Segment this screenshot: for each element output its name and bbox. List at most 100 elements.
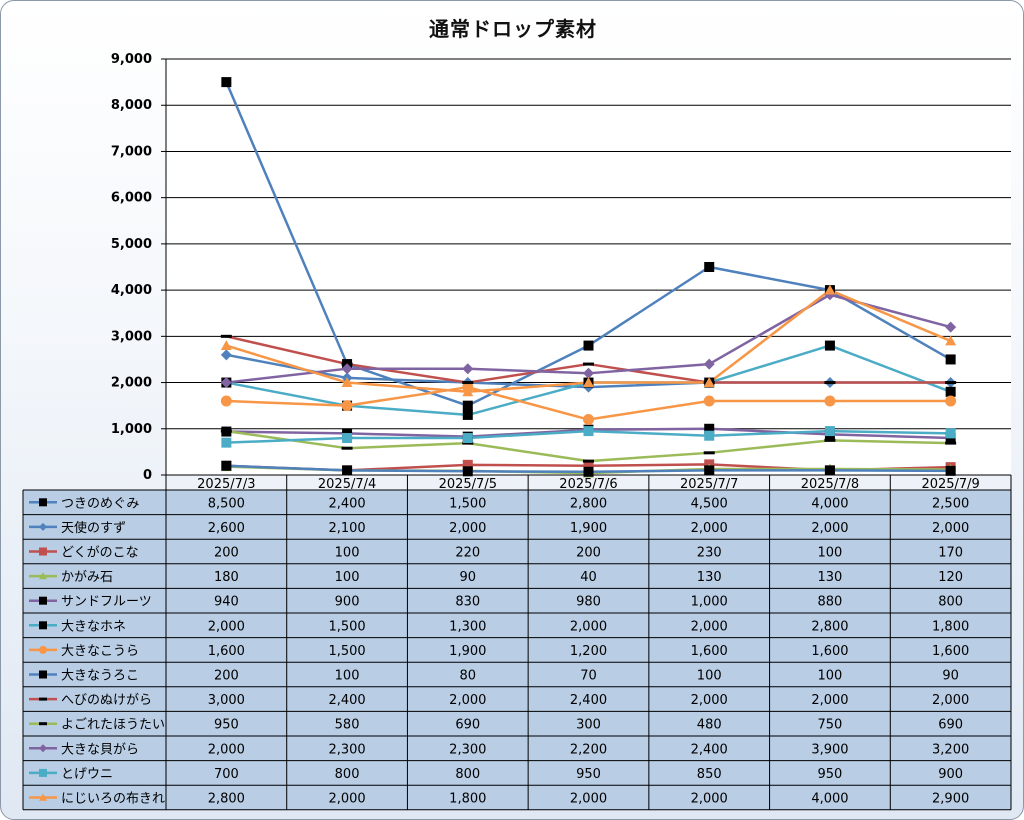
table-cell-value: 200 [576,546,601,561]
data-point [39,572,47,580]
table-cell-value: 170 [938,546,963,561]
table-cell-value: 2,000 [811,693,848,708]
table-cell-value: 8,500 [208,496,245,511]
data-point [945,335,957,346]
table-cell-value: 90 [460,570,477,585]
series-name: どくがのこな [61,546,139,561]
table-cell-value: 200 [214,546,239,561]
table-cell-value: 800 [335,767,360,782]
y-tick-label: 1,000 [111,422,152,437]
table-cell-value: 2,000 [208,619,245,634]
table-cell-value: 3,000 [208,693,245,708]
series-name: へびのぬけがら [61,693,152,708]
series-name: サンドフルーツ [61,595,152,610]
table-cell-value: 480 [697,718,722,733]
table-cell-value: 1,800 [449,792,486,807]
data-point [462,381,474,385]
data-point [583,466,594,477]
data-point [945,395,957,407]
table-cell-value: 1,000 [691,595,728,610]
data-point [39,768,47,777]
data-point [462,386,474,397]
table-cell-value: 950 [576,767,601,782]
x-tick-label: 2025/7/7 [680,477,738,492]
x-tick-label: 2025/7/9 [921,477,979,492]
chart-title: 通常ドロップ素材 [429,17,597,41]
data-point [39,670,47,679]
y-tick-label: 3,000 [111,329,152,344]
data-point [945,321,957,333]
table-cell-value: 100 [697,669,722,684]
table-cell-value: 950 [214,718,239,733]
table-cell-value: 100 [818,546,843,561]
y-tick-label: 7,000 [111,144,152,159]
table-cell-value: 120 [938,570,963,585]
data-point [462,433,473,444]
table-cell-value: 4,500 [691,496,728,511]
series-name: よごれたほうたい [61,717,165,733]
table-cell-value: 830 [455,595,480,610]
table-cell-value: 230 [697,546,722,561]
data-point [945,428,956,439]
data-point [945,354,956,365]
table-cell-value: 2,300 [449,742,486,757]
data-point [462,409,473,420]
table-cell-value: 1,900 [449,644,486,659]
data-point [824,284,836,295]
data-point [703,358,715,370]
table-cell-value: 2,600 [208,521,245,536]
data-point [221,77,232,88]
table-cell-value: 940 [214,595,239,610]
table-cell-value: 1,200 [570,644,607,659]
data-point [39,596,47,605]
table-cell-value: 80 [460,669,477,684]
table-cell-value: 950 [818,767,843,782]
table-cell-value: 900 [335,595,360,610]
data-point [704,262,715,272]
table-cell-value: 690 [938,718,963,733]
table-cell-value: 700 [214,767,239,782]
data-point [704,430,715,441]
data-point [341,446,353,450]
plot-area [166,59,1011,475]
table-cell-value: 850 [697,767,722,782]
table-cell-value: 1,500 [328,644,365,659]
table-cell-value: 2,000 [932,521,969,536]
table-cell-value: 900 [938,767,963,782]
table-cell-value: 1,500 [449,496,486,511]
data-point [39,498,47,507]
table-cell-value: 70 [580,669,597,684]
table-cell-value: 1,600 [932,644,969,659]
y-tick-label: 6,000 [111,191,152,206]
series-name: かがみ石 [61,570,113,585]
data-table: つきのめぐみ 8,500 2,400 1,500 2,800 4,500 4,000 2,50… [22,474,1012,811]
table-cell-value: 2,000 [449,521,486,536]
table-cell-value: 2,100 [328,521,365,536]
data-point [583,377,594,387]
data-point [220,429,232,433]
table-cell-value: 100 [335,546,360,561]
y-tick-label: 4,000 [111,283,152,298]
data-point [462,459,473,470]
table-cell-value: 2,000 [570,792,607,807]
table-cell-value: 1,600 [811,644,848,659]
data-point [220,377,232,389]
data-point [39,547,47,556]
data-point [39,722,47,726]
table-cell-value: 100 [335,669,360,684]
series-name: とげウニ [61,767,113,782]
table-cell-value: 90 [942,669,959,684]
table-cell-value: 180 [214,570,239,585]
series-name: 天使のすず [61,520,126,536]
table-cell-value: 2,900 [932,792,969,807]
table-cell-value: 2,000 [570,619,607,634]
data-point [583,426,594,437]
data-point [824,395,836,407]
series-name: にじいろの布きれ [61,792,165,807]
data-point [462,363,474,375]
table-cell-value: 130 [818,570,843,585]
series-markers [220,77,957,478]
table-cell-value: 4,000 [811,792,848,807]
